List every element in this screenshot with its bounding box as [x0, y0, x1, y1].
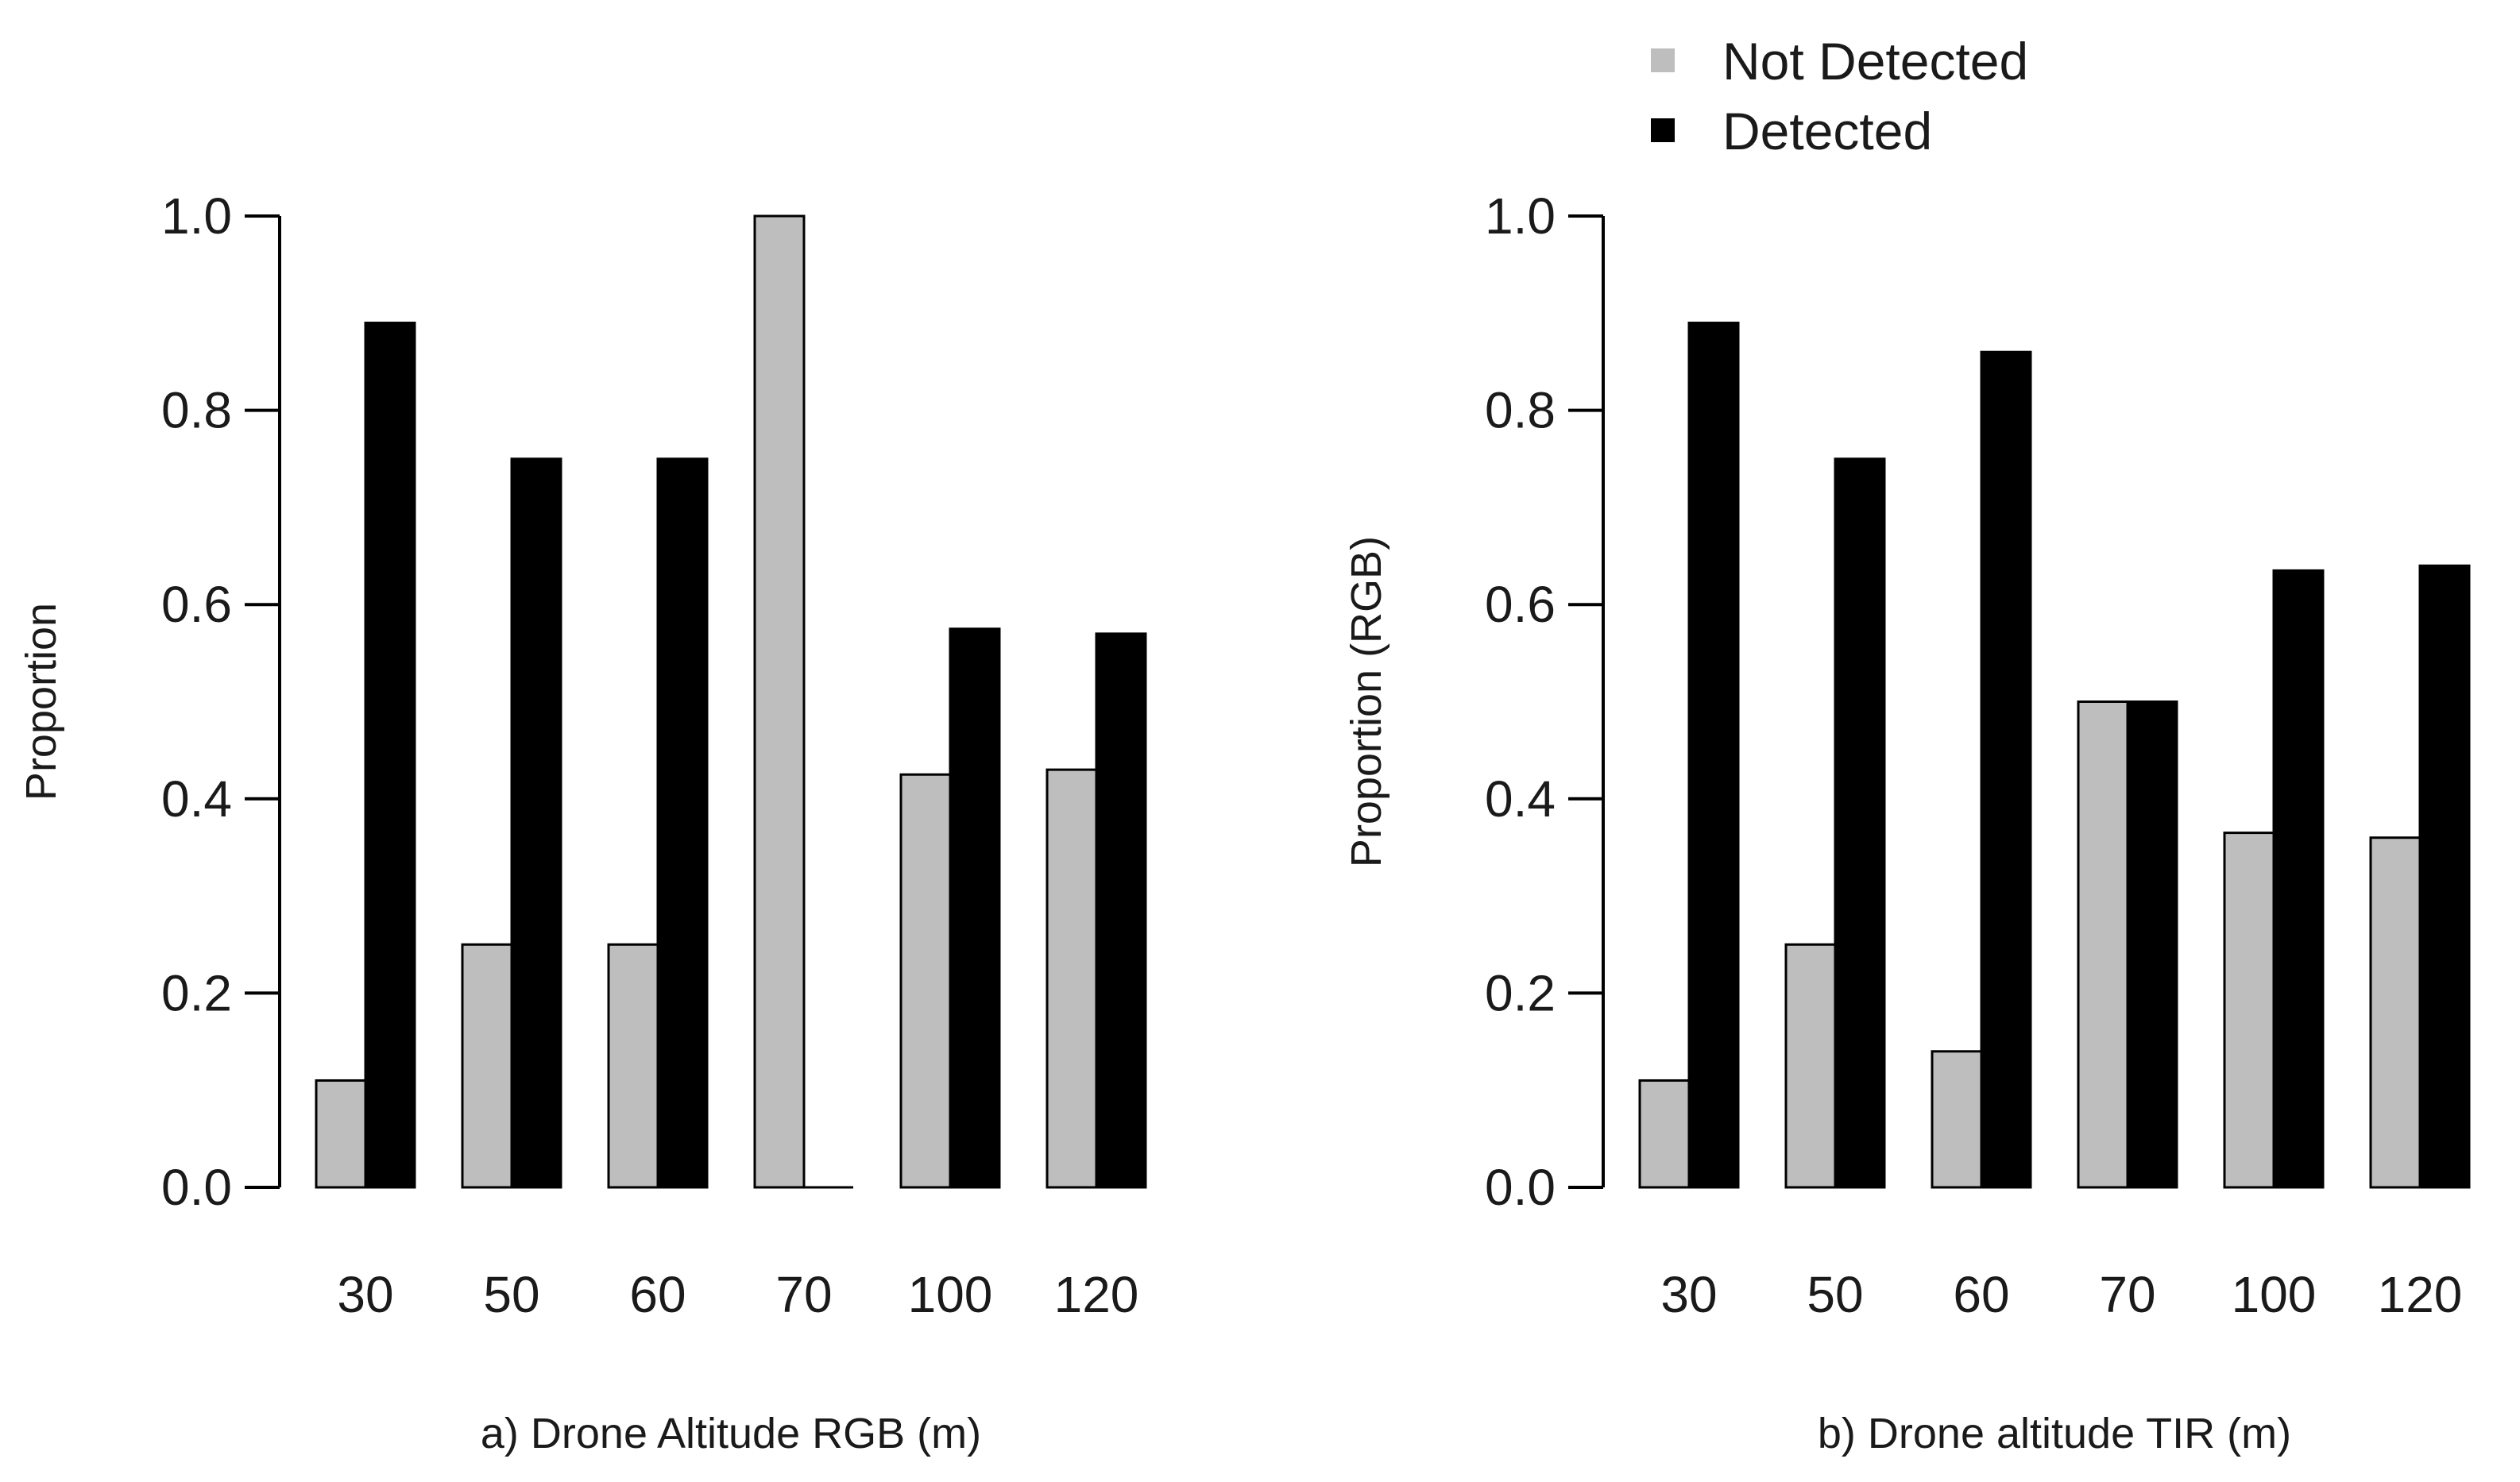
- bar-not-detected-100: [2223, 832, 2275, 1189]
- bar-not-detected-60: [607, 943, 659, 1189]
- bar-not-detected-100: [899, 773, 952, 1189]
- bar-detected-30: [364, 322, 416, 1189]
- x-tick-label-50: 50: [1807, 1266, 1863, 1323]
- x-axis-title: b) Drone altitude TIR (m): [1818, 1410, 2291, 1457]
- bar-detected-100: [949, 627, 1001, 1189]
- y-tick-label: 0.8: [1485, 382, 1556, 439]
- bar-detected-50: [510, 457, 562, 1189]
- bar-detected-70: [2126, 700, 2178, 1189]
- x-tick-label-30: 30: [1660, 1266, 1717, 1323]
- x-tick-label-60: 60: [629, 1266, 686, 1323]
- y-tick-label: 0.0: [1485, 1159, 1556, 1216]
- x-tick-label-60: 60: [1953, 1266, 2009, 1323]
- panel-b: 0.0 0.2 0.4 0.6 0.8 1.0 30 50 60 70 100 120 Proporti…: [1343, 187, 2471, 1457]
- y-tick-label: 0.6: [1485, 576, 1556, 633]
- y-tick-label: 0.0: [161, 1159, 232, 1216]
- x-tick-label-100: 100: [908, 1266, 993, 1323]
- legend-label-not-detected: Not Detected: [1722, 32, 2028, 91]
- x-axis-title: a) Drone Altitude RGB (m): [481, 1410, 981, 1457]
- bar-not-detected-50: [1784, 943, 1837, 1189]
- bar-not-detected-30: [315, 1079, 367, 1189]
- x-tick-label-50: 50: [483, 1266, 539, 1323]
- y-tick-label: 1.0: [161, 187, 232, 245]
- y-tick-label: 0.8: [161, 382, 232, 439]
- y-tick-label: 1.0: [1485, 187, 1556, 245]
- bar-detected-30: [1687, 322, 1740, 1189]
- bar-not-detected-120: [1045, 768, 1098, 1189]
- x-tick-label-120: 120: [2378, 1266, 2463, 1323]
- y-tick-label: 0.2: [161, 964, 232, 1021]
- y-tick-label: 0.2: [1485, 964, 1556, 1021]
- legend-swatch-not-detected: [1651, 48, 1675, 72]
- bar-not-detected-70: [2077, 700, 2129, 1189]
- y-axis-title: Proportion: [17, 603, 65, 801]
- x-tick-label-30: 30: [337, 1266, 393, 1323]
- legend: Not Detected Detected: [1651, 32, 2028, 160]
- bar-detected-120: [1095, 632, 1147, 1189]
- x-tick-label-100: 100: [2232, 1266, 2317, 1323]
- x-tick-label-120: 120: [1054, 1266, 1139, 1323]
- legend-label-detected: Detected: [1722, 102, 1932, 160]
- panel-a: 0.0 0.2 0.4 0.6 0.8 1.0 30 50 60 70 100 120 Proporti…: [17, 187, 1147, 1457]
- bar-not-detected-30: [1638, 1079, 1691, 1189]
- bar-detected-100: [2272, 569, 2325, 1189]
- bar-not-detected-60: [1931, 1050, 1983, 1189]
- bar-detected-50: [1834, 457, 1886, 1189]
- y-tick-label: 0.4: [161, 770, 232, 828]
- bar-detected-60: [656, 457, 709, 1189]
- bar-detected-60: [1980, 350, 2032, 1189]
- bar-not-detected-50: [461, 943, 513, 1189]
- bar-not-detected-120: [2369, 836, 2421, 1189]
- legend-swatch-detected: [1651, 118, 1675, 142]
- bar-not-detected-70: [753, 214, 806, 1189]
- y-axis-title: Proportion (RGB): [1343, 536, 1390, 867]
- bar-detected-120: [2418, 564, 2471, 1189]
- y-tick-label: 0.4: [1485, 770, 1556, 828]
- y-tick-label: 0.6: [161, 576, 232, 633]
- x-tick-label-70: 70: [2099, 1266, 2155, 1323]
- x-tick-label-70: 70: [775, 1266, 832, 1323]
